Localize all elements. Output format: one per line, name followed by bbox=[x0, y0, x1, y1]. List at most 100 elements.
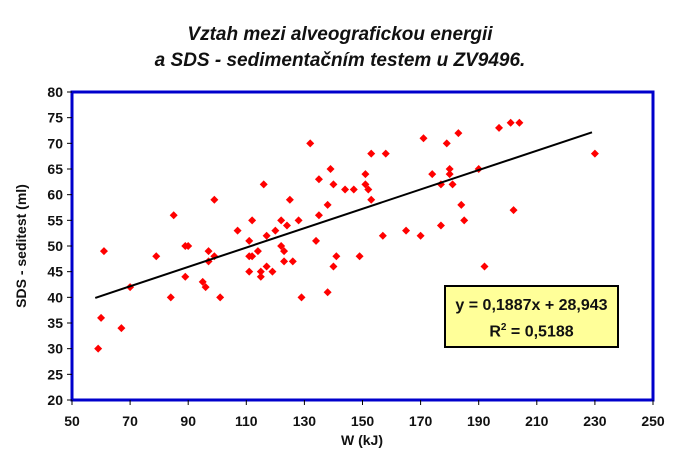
r-squared: R2 = 0,5188 bbox=[489, 322, 574, 341]
data-point bbox=[367, 149, 376, 158]
trendline bbox=[94, 131, 593, 299]
y-tick-label: 40 bbox=[47, 289, 63, 305]
x-tick-label: 90 bbox=[180, 413, 196, 429]
data-point bbox=[248, 252, 257, 261]
data-point bbox=[285, 195, 294, 204]
y-tick-label: 45 bbox=[47, 264, 63, 280]
data-point bbox=[364, 185, 373, 194]
data-point bbox=[204, 247, 213, 256]
data-point bbox=[454, 129, 463, 138]
data-point bbox=[253, 247, 262, 256]
x-tick-label: 210 bbox=[525, 413, 549, 429]
data-point bbox=[152, 252, 161, 261]
data-point bbox=[99, 247, 108, 256]
x-axis: 50 70 90 110 130 150 170 190 210 230 250 bbox=[64, 400, 665, 429]
x-tick-label: 130 bbox=[293, 413, 317, 429]
data-point bbox=[419, 134, 428, 143]
data-point bbox=[256, 267, 265, 276]
data-point bbox=[367, 195, 376, 204]
y-tick-label: 35 bbox=[47, 315, 63, 331]
data-point bbox=[436, 221, 445, 230]
data-point bbox=[329, 262, 338, 271]
y-axis-title: SDS - seditest (ml) bbox=[13, 184, 29, 308]
data-point bbox=[323, 288, 332, 297]
data-point bbox=[271, 226, 280, 235]
data-point bbox=[181, 272, 190, 281]
data-point bbox=[259, 180, 268, 189]
data-point bbox=[457, 200, 466, 209]
x-tick-label: 70 bbox=[122, 413, 138, 429]
data-point bbox=[282, 221, 291, 230]
data-point bbox=[361, 170, 370, 179]
data-point bbox=[288, 257, 297, 266]
data-point bbox=[515, 118, 524, 127]
x-tick-label: 110 bbox=[235, 413, 258, 429]
x-tick-label: 50 bbox=[64, 413, 80, 429]
regression-equation: y = 0,1887x + 28,943 bbox=[455, 297, 608, 314]
data-point bbox=[381, 149, 390, 158]
data-point bbox=[117, 324, 126, 333]
data-point bbox=[428, 170, 437, 179]
data-point bbox=[460, 216, 469, 225]
data-point bbox=[201, 283, 210, 292]
y-tick-label: 20 bbox=[47, 392, 63, 408]
plot-area bbox=[70, 90, 655, 402]
data-point bbox=[378, 231, 387, 240]
data-point bbox=[169, 211, 178, 220]
data-point bbox=[590, 149, 599, 158]
data-point bbox=[94, 344, 103, 353]
y-tick-label: 55 bbox=[47, 212, 63, 228]
x-tick-label: 170 bbox=[409, 413, 433, 429]
data-point bbox=[277, 242, 286, 250]
data-point bbox=[277, 216, 286, 225]
y-tick-label: 75 bbox=[47, 110, 63, 126]
data-point bbox=[280, 257, 289, 266]
data-point bbox=[349, 185, 358, 194]
x-tick-label: 250 bbox=[641, 413, 665, 429]
data-point bbox=[329, 180, 338, 189]
data-point bbox=[416, 231, 425, 240]
chart-title-line-2: a SDS - sedimentačním testem u ZV9496. bbox=[154, 50, 526, 71]
data-point bbox=[297, 293, 306, 302]
data-point bbox=[262, 231, 271, 240]
data-point bbox=[245, 267, 254, 276]
y-tick-label: 80 bbox=[47, 84, 63, 100]
data-point bbox=[506, 118, 515, 127]
data-point bbox=[314, 211, 323, 220]
data-point bbox=[256, 272, 265, 281]
y-tick-label: 60 bbox=[47, 187, 63, 203]
data-point bbox=[341, 185, 350, 194]
regression-legend-box: y = 0,1887x + 28,943 R2 = 0,5188 bbox=[444, 285, 619, 348]
y-tick-label: 25 bbox=[47, 366, 63, 382]
data-point bbox=[355, 252, 364, 261]
data-point bbox=[402, 226, 411, 235]
data-point bbox=[97, 313, 106, 322]
data-points bbox=[94, 118, 599, 353]
data-point bbox=[448, 180, 457, 189]
data-point bbox=[294, 216, 303, 225]
x-tick-label: 190 bbox=[467, 413, 491, 429]
data-point bbox=[495, 123, 504, 132]
data-point bbox=[445, 170, 454, 179]
data-point bbox=[509, 206, 518, 215]
data-point bbox=[198, 277, 207, 286]
data-point bbox=[216, 293, 225, 302]
data-point bbox=[268, 267, 277, 276]
data-point bbox=[262, 262, 271, 271]
data-point bbox=[248, 216, 257, 225]
y-axis: 20 25 30 35 40 45 50 55 60 65 70 75 80 bbox=[47, 84, 72, 408]
data-point bbox=[184, 242, 193, 250]
x-axis-title: W (kJ) bbox=[341, 432, 383, 448]
data-point bbox=[280, 247, 289, 256]
y-tick-label: 65 bbox=[47, 161, 63, 177]
data-point bbox=[442, 139, 451, 148]
data-point bbox=[233, 226, 242, 235]
data-point bbox=[210, 195, 219, 204]
y-tick-label: 50 bbox=[47, 238, 63, 254]
y-tick-label: 30 bbox=[47, 341, 63, 357]
data-point bbox=[332, 252, 341, 261]
y-tick-label: 70 bbox=[47, 135, 63, 151]
x-tick-label: 150 bbox=[351, 413, 375, 429]
data-point bbox=[445, 165, 454, 173]
